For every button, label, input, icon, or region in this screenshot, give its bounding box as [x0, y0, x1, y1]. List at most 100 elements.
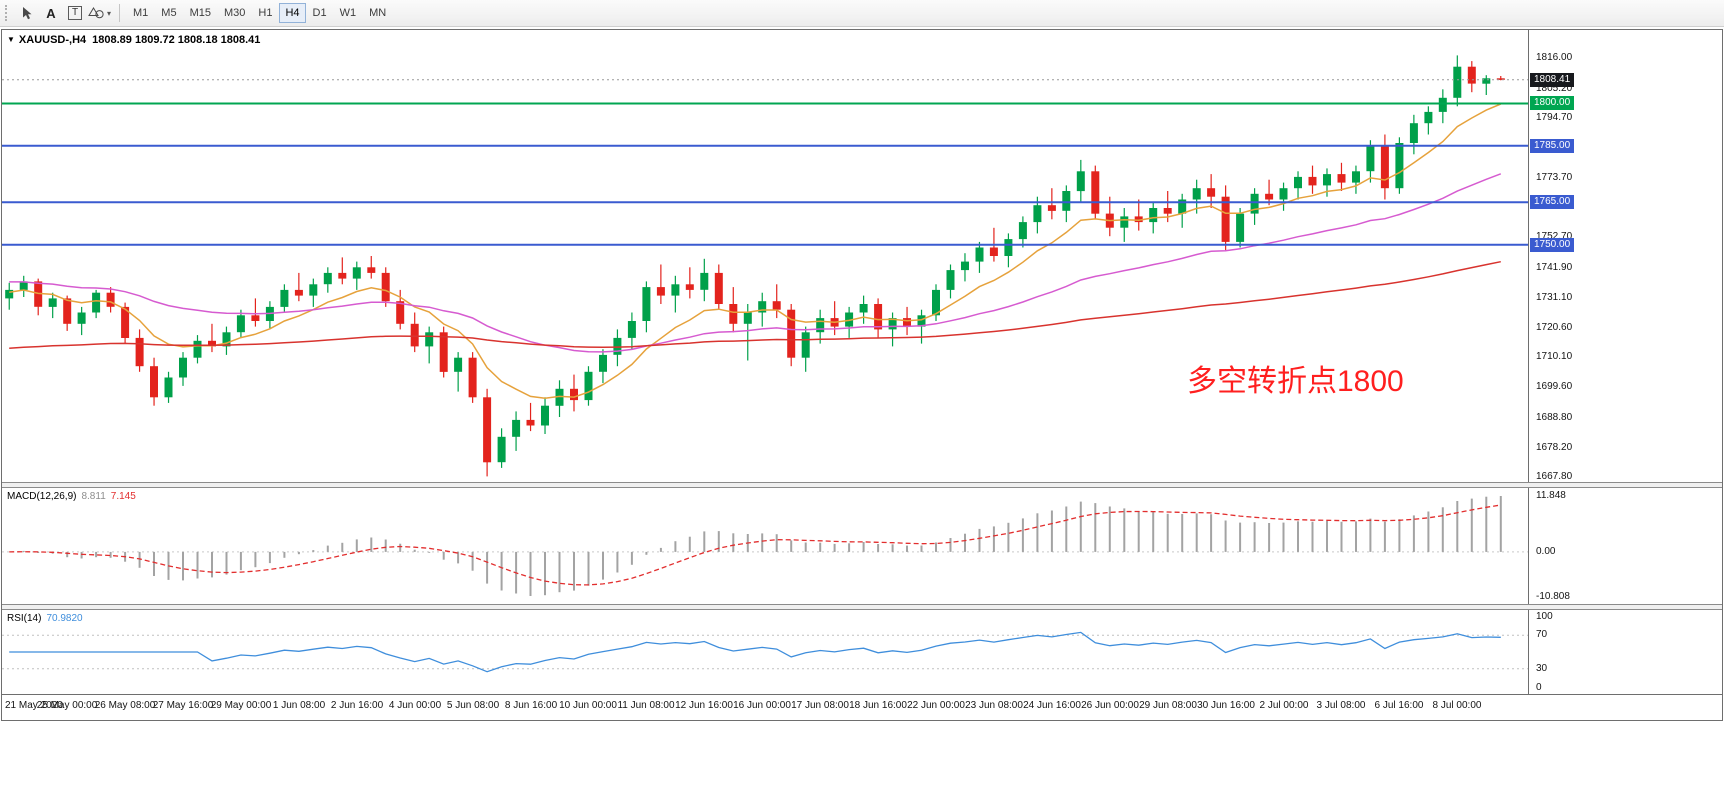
- price-axis-label: 1699.60: [1536, 381, 1573, 392]
- chart-annotation-text[interactable]: 多空转折点1800: [1187, 365, 1404, 398]
- macd-name: MACD(12,26,9): [7, 491, 77, 502]
- price-axis-label: 1794.70: [1536, 112, 1573, 123]
- cursor-icon: [23, 7, 32, 20]
- macd-canvas[interactable]: [2, 488, 1528, 604]
- rsi-canvas[interactable]: [2, 610, 1528, 694]
- time-axis-label: 24 Jun 16:00: [1023, 700, 1081, 711]
- price-axis-label: 1816.00: [1536, 52, 1573, 63]
- rsi-pane[interactable]: RSI(14) 70.9820 100 70 30 0: [2, 610, 1722, 694]
- price-axis-label: 1678.20: [1536, 442, 1573, 453]
- price-level-badge: 1785.00: [1530, 139, 1575, 153]
- macd-axis-label: 11.848: [1536, 490, 1566, 501]
- time-axis-label: 2 Jun 16:00: [330, 700, 384, 711]
- time-axis-label: 26 May 08:00: [94, 700, 156, 711]
- macd-signal-line: [9, 504, 1501, 586]
- current-price-badge: 1808.41: [1530, 73, 1575, 87]
- time-axis-label: 3 Jul 08:00: [1316, 700, 1366, 711]
- time-axis-label: 26 Jun 00:00: [1081, 700, 1139, 711]
- rsi-plot-area[interactable]: RSI(14) 70.9820: [2, 610, 1528, 694]
- time-axis-label: 2 Jul 00:00: [1259, 700, 1309, 711]
- rsi-axis-label: 30: [1536, 663, 1548, 674]
- pane-splitter-rsi[interactable]: [2, 604, 1722, 610]
- dropdown-caret-icon: ▾: [107, 8, 112, 18]
- main-chart-canvas[interactable]: [2, 30, 1528, 482]
- main-plot-area[interactable]: ▼ XAUUSD-,H4 1808.89 1809.72 1808.18 1808.…: [2, 30, 1528, 482]
- chart-window: ▼ XAUUSD-,H4 1808.89 1809.72 1808.18 1808.…: [1, 29, 1723, 721]
- time-axis-label: 10 Jun 00:00: [559, 700, 617, 711]
- shapes-icon: [88, 7, 104, 19]
- rsi-axis[interactable]: 100 70 30 0: [1528, 610, 1722, 694]
- rsi-value: 70.9820: [46, 613, 83, 624]
- timeframe-button-m15[interactable]: M15: [184, 3, 217, 23]
- pane-splitter-macd[interactable]: [2, 482, 1722, 488]
- price-axis[interactable]: 1816.00 1805.20 1794.70 1773.70 1752.70 1741.…: [1528, 30, 1722, 482]
- price-axis-label: 1741.90: [1536, 262, 1573, 273]
- price-axis-label: 1688.80: [1536, 412, 1573, 423]
- time-axis-label: 23 Jun 08:00: [965, 700, 1023, 711]
- main-toolbar: A T ▾ M1 M5 M15 M30 H1 H4 D1 W1 MN: [0, 0, 1724, 27]
- text-tool-icon: A: [46, 5, 56, 21]
- timeframe-group: M1 M5 M15 M30 H1 H4 D1 W1 MN: [127, 3, 392, 23]
- rsi-label: RSI(14) 70.9820: [7, 613, 88, 624]
- price-axis-label: 1731.10: [1536, 292, 1573, 303]
- timeframe-button-m5[interactable]: M5: [155, 3, 182, 23]
- time-axis-label: 22 Jun 00:00: [907, 700, 965, 711]
- rsi-axis-label: 0: [1536, 682, 1542, 693]
- cursor-tool-button[interactable]: [15, 2, 39, 24]
- time-axis-label: 4 Jun 00:00: [388, 700, 442, 711]
- time-axis-label: 27 May 16:00: [152, 700, 214, 711]
- price-level-badge: 1750.00: [1530, 238, 1575, 252]
- shapes-tool-button[interactable]: ▾: [87, 2, 112, 24]
- time-axis-label: 18 Jun 16:00: [849, 700, 907, 711]
- time-axis-label: 12 Jun 16:00: [675, 700, 733, 711]
- timeframe-button-m1[interactable]: M1: [127, 3, 154, 23]
- price-level-badge: 1765.00: [1530, 195, 1575, 209]
- macd-axis[interactable]: 11.848 0.00 -10.808: [1528, 488, 1722, 604]
- rsi-name: RSI(14): [7, 613, 42, 624]
- chart-title: ▼ XAUUSD-,H4 1808.89 1809.72 1808.18 1808.…: [7, 34, 260, 46]
- time-axis-label: 8 Jun 16:00: [504, 700, 558, 711]
- main-price-pane[interactable]: ▼ XAUUSD-,H4 1808.89 1809.72 1808.18 1808.…: [2, 30, 1722, 482]
- timeframe-button-h4[interactable]: H4: [279, 3, 306, 23]
- timeframe-button-mn[interactable]: MN: [363, 3, 392, 23]
- price-axis-label: 1710.10: [1536, 351, 1573, 362]
- rsi-axis-label: 100: [1536, 611, 1553, 622]
- rsi-axis-label: 70: [1536, 629, 1548, 640]
- time-axis-label: 5 Jun 08:00: [446, 700, 500, 711]
- chart-menu-icon[interactable]: ▼: [7, 35, 15, 44]
- time-axis-label: 11 Jun 08:00: [617, 700, 675, 711]
- price-axis-label: 1667.80: [1536, 471, 1573, 482]
- time-axis[interactable]: 21 May 2020 25 May 00:00 26 May 08:00 27 Ma…: [2, 694, 1722, 720]
- toolbar-separator: [119, 4, 121, 22]
- price-axis-label: 1720.60: [1536, 322, 1573, 333]
- time-axis-label: 6 Jul 16:00: [1374, 700, 1424, 711]
- time-axis-label: 29 Jun 08:00: [1139, 700, 1197, 711]
- macd-pane[interactable]: MACD(12,26,9) 8.811 7.145 11.848 0.00 -10.80…: [2, 488, 1722, 604]
- macd-axis-label: -10.808: [1536, 591, 1570, 602]
- ma-line-slow-ma: [9, 260, 1501, 350]
- price-level-badge: 1800.00: [1530, 96, 1575, 110]
- timeframe-button-d1[interactable]: D1: [307, 3, 333, 23]
- time-axis-label: 1 Jun 08:00: [272, 700, 326, 711]
- macd-plot-area[interactable]: MACD(12,26,9) 8.811 7.145: [2, 488, 1528, 604]
- chart-ohlc-values: 1808.89 1809.72 1808.18 1808.41: [92, 34, 261, 46]
- chart-symbol-period: XAUUSD-,H4: [18, 34, 87, 46]
- price-axis-label: 1805.20: [1536, 83, 1573, 94]
- ma-line-fast-ma: [9, 103, 1502, 400]
- timeframe-button-m30[interactable]: M30: [218, 3, 251, 23]
- candles-layer: [5, 55, 1505, 477]
- ma-line-mid-ma: [9, 173, 1502, 353]
- text-tool-button[interactable]: A: [39, 2, 63, 24]
- timeframe-button-h1[interactable]: H1: [252, 3, 278, 23]
- timeframe-button-w1[interactable]: W1: [334, 3, 363, 23]
- time-axis-label: 16 Jun 00:00: [733, 700, 791, 711]
- price-axis-label: 1752.70: [1536, 231, 1573, 242]
- toolbar-grip[interactable]: [5, 5, 10, 21]
- macd-histogram: [22, 496, 1502, 596]
- macd-signal-value: 7.145: [110, 491, 136, 502]
- time-axis-label: 21 May 2020: [5, 700, 63, 711]
- macd-label: MACD(12,26,9) 8.811 7.145: [7, 491, 141, 502]
- label-tool-button[interactable]: T: [63, 2, 87, 24]
- time-axis-label: 29 May 00:00: [210, 700, 272, 711]
